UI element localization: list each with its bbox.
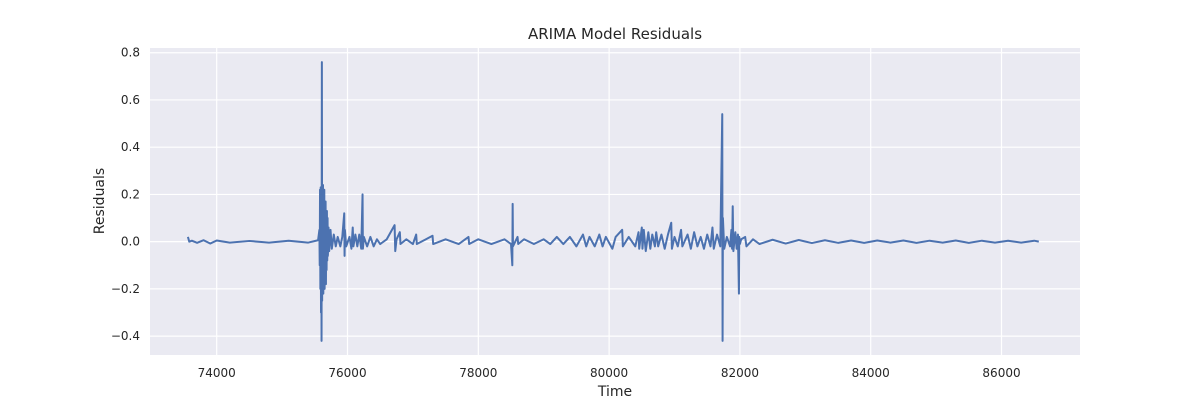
y-axis-ticks: −0.4 −0.2 0.0 0.2 0.4 0.6 0.8 bbox=[111, 46, 140, 343]
plot-background bbox=[150, 48, 1080, 355]
y-axis-label: Residuals bbox=[92, 168, 108, 234]
x-tick-label: 86000 bbox=[982, 366, 1020, 380]
y-tick-label: −0.2 bbox=[111, 282, 140, 296]
x-tick-label: 80000 bbox=[590, 366, 628, 380]
chart-title: ARIMA Model Residuals bbox=[528, 25, 702, 43]
y-tick-label: 0.8 bbox=[121, 46, 140, 60]
y-tick-label: 0.0 bbox=[121, 235, 140, 249]
y-tick-label: 0.4 bbox=[121, 140, 140, 154]
y-tick-label: −0.4 bbox=[111, 329, 140, 343]
y-tick-label: 0.2 bbox=[121, 187, 140, 201]
y-tick-label: 0.6 bbox=[121, 93, 140, 107]
x-axis-label: Time bbox=[597, 384, 632, 400]
x-tick-label: 82000 bbox=[721, 366, 759, 380]
x-tick-label: 74000 bbox=[198, 366, 236, 380]
series-group bbox=[186, 61, 1040, 342]
residuals-line bbox=[186, 61, 1040, 342]
x-tick-label: 78000 bbox=[459, 366, 497, 380]
x-axis-ticks: 74000 76000 78000 80000 82000 84000 86000 bbox=[198, 366, 1021, 380]
x-tick-label: 84000 bbox=[852, 366, 890, 380]
x-tick-label: 76000 bbox=[328, 366, 366, 380]
